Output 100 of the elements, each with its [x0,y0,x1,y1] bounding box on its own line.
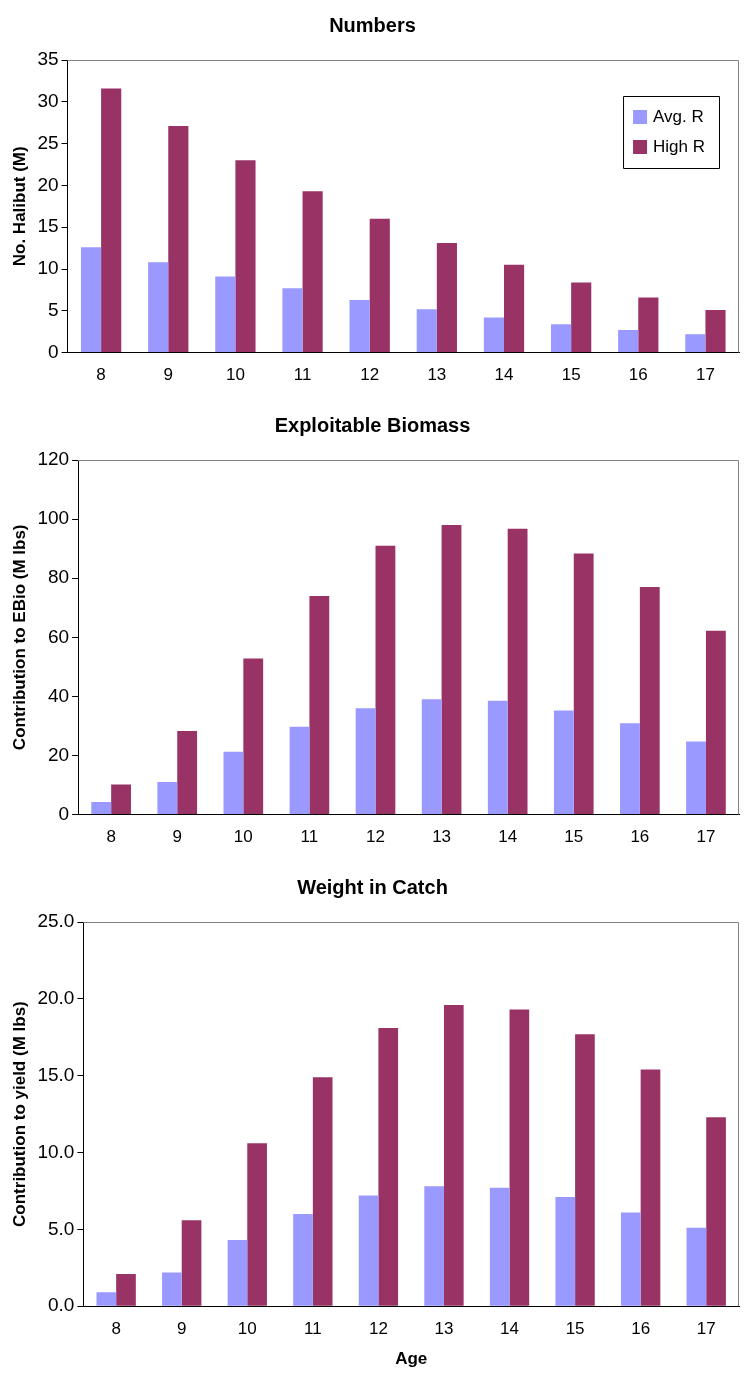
y-axis-title: Contribution to yield (M lbs) [9,1001,29,1227]
x-tick-label: 11 [300,827,319,847]
bar [705,630,726,815]
x-tick-label: 16 [631,1319,651,1339]
y-axis-title: No. Halibut (M) [9,146,29,267]
y-tick-label: 120 [37,448,70,470]
bar [706,1117,726,1306]
x-tick-label: 8 [106,827,116,847]
x-tick-label: 11 [304,1319,322,1339]
y-tick-label: 0.0 [47,1294,75,1316]
y-tick-label: 60 [47,625,70,647]
bar [443,1004,464,1306]
x-tick-label: 14 [500,1319,519,1339]
bar [424,1186,444,1306]
bar [116,1273,136,1306]
bar [148,262,169,353]
x-tick-label: 16 [630,827,650,847]
y-tick-label: 100 [37,507,70,529]
x-tick-label: 10 [237,1319,257,1339]
legend-label: High R [653,136,706,156]
bar [243,658,264,815]
bar [215,276,236,353]
bar [91,801,112,815]
legend-label: Avg. R [653,106,704,126]
y-tick-label: 10.0 [37,1140,75,1162]
bar [177,730,198,815]
bar [157,782,178,815]
y-tick-label: 20 [37,173,59,195]
bar [575,1034,595,1306]
x-tick-label: 12 [366,827,385,847]
bar [302,191,323,353]
bar [168,126,189,353]
bar [620,1212,641,1306]
bar [369,218,390,353]
bar [489,1187,510,1306]
bar [639,587,660,815]
y-tick-label: 10 [37,257,59,279]
x-tick-label: 9 [176,1319,187,1339]
chart-title: Numbers [329,13,416,36]
x-tick-label: 17 [696,827,716,847]
y-tick-label: 15 [37,215,59,237]
chart-title: Exploitable Biomass [274,413,471,436]
bar [96,1292,117,1306]
bar [227,1240,248,1306]
bar [358,1195,379,1306]
y-tick-label: 40 [47,684,70,706]
bar [101,88,122,353]
bar [705,309,726,353]
x-tick-label: 9 [172,827,182,847]
y-tick-label: 0 [47,340,59,362]
bar [309,595,330,815]
bar [487,700,508,815]
bar [553,710,574,815]
bar [80,247,102,353]
bar [509,1009,530,1306]
y-tick-label: 35 [37,48,59,70]
bar [573,553,594,815]
bar [378,1028,399,1306]
x-tick-label: 17 [696,1319,716,1339]
x-tick-label: 8 [96,365,106,385]
bar [686,1227,707,1306]
bar [503,264,525,353]
x-tick-label: 12 [360,365,380,385]
bar [416,309,437,353]
bar [293,1213,313,1306]
x-tick-label: 14 [494,365,514,385]
x-tick-label: 13 [427,365,447,385]
x-tick-label: 10 [225,365,245,385]
x-tick-label: 12 [368,1319,388,1339]
bar [223,751,244,815]
x-tick-label: 15 [561,365,581,385]
x-tick-label: 13 [434,1319,454,1339]
bar [349,299,370,353]
y-tick-label: 25 [37,131,59,153]
bar [111,784,131,815]
bar [507,528,528,815]
y-axis-title: Contribution to EBio (M lbs) [9,524,29,751]
y-tick-label: 15.0 [37,1063,75,1085]
bar [571,282,592,353]
x-tick-label: 14 [498,827,518,847]
bar [312,1077,333,1306]
x-tick-label: 9 [163,365,173,385]
x-tick-label: 13 [432,827,452,847]
bar [686,741,706,815]
y-tick-label: 20.0 [37,987,75,1009]
bar [375,545,396,815]
y-tick-label: 25.0 [37,910,75,932]
bar [550,324,572,353]
bar [235,160,256,353]
y-tick-label: 5 [47,299,59,321]
x-tick-label: 11 [293,365,312,385]
y-tick-label: 80 [47,566,70,588]
bar [247,1143,267,1306]
y-tick-label: 30 [37,90,59,112]
x-tick-label: 8 [111,1319,121,1339]
y-tick-label: 20 [47,743,70,765]
bar [483,317,504,353]
bar [436,243,457,353]
bar [555,1197,576,1306]
y-tick-label: 0 [58,802,70,824]
